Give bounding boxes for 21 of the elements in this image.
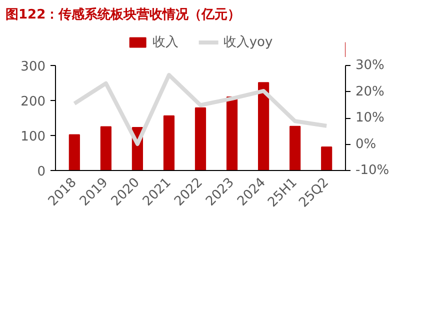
legend-label: 收入yoy [223, 34, 273, 51]
bar [321, 146, 332, 170]
bar [100, 126, 112, 170]
y2-tick-label: -10% [356, 163, 390, 178]
bar [258, 82, 270, 170]
y2-tick-label: 20% [356, 84, 384, 100]
y2-tick-label: 0% [356, 136, 376, 152]
y-tick-label: 200 [20, 94, 46, 110]
bar [194, 107, 206, 170]
y2-tick-label: 30% [356, 58, 384, 73]
bar [163, 115, 175, 170]
y2-tick-label: 10% [356, 110, 384, 126]
y-tick-label: 100 [20, 130, 46, 144]
y-tick-label: 0 [37, 164, 46, 180]
y-tick-label: 300 [20, 60, 46, 74]
chart-title: 图122：传感系统板块营收情况（亿元） [6, 6, 241, 22]
bar [68, 134, 80, 170]
bar [226, 96, 238, 170]
line-series [72, 72, 329, 146]
legend-label: 收入 [152, 34, 178, 51]
bar [290, 126, 301, 170]
